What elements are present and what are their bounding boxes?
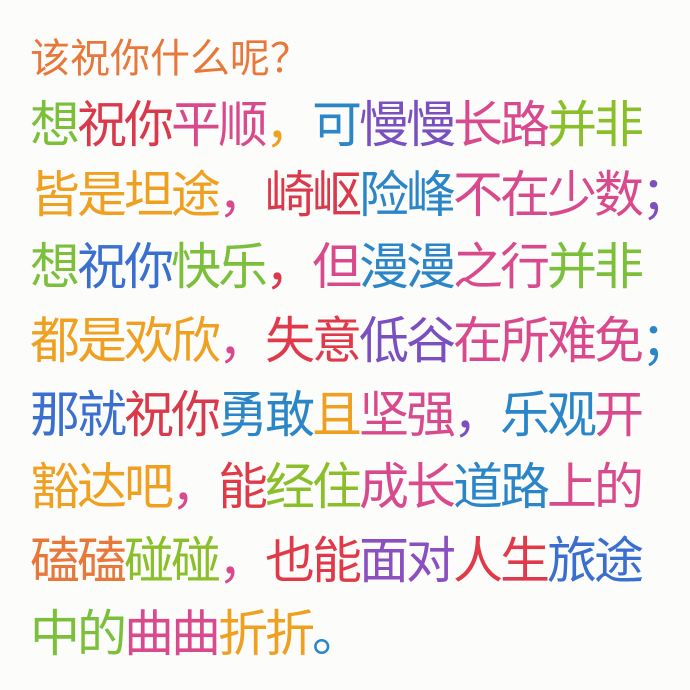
poem-segment: 但 bbox=[312, 238, 362, 296]
poem-line-6: 那就 祝你 勇敢且坚强，乐观开 bbox=[30, 384, 644, 446]
poem-segment: ， bbox=[218, 312, 268, 370]
poem-segment: 上的 bbox=[547, 458, 644, 516]
poem-segment: 险峰 bbox=[359, 166, 456, 224]
poem-segment: 都是欢欣 bbox=[30, 312, 221, 370]
poem-line-5: 都是欢欣，失意 低谷 在所难免； bbox=[30, 310, 690, 372]
poem-segment: 崎岖 bbox=[265, 166, 362, 224]
poem-segment: 祝你 bbox=[77, 238, 174, 296]
poem-segment: 豁达吧 bbox=[30, 458, 174, 516]
poem-segment: 折折 bbox=[218, 605, 315, 663]
poem-segment: 且 bbox=[312, 386, 362, 444]
poem-segment: 失意 bbox=[265, 312, 362, 370]
poem-segment: 祝你 bbox=[77, 96, 174, 154]
poem-segment: 面对 bbox=[359, 532, 456, 590]
poem-line-7: 豁达吧，能经住 成长 道路 上的 bbox=[30, 456, 644, 518]
poem-segment: 该祝你什么呢？ bbox=[30, 36, 310, 82]
poem-segment: 人生 bbox=[453, 532, 550, 590]
poem-segment: 祝你 bbox=[124, 386, 221, 444]
poem-segment: ， bbox=[218, 166, 268, 224]
poem-line-4: 想祝你 快乐，但漫漫 之行 并非 bbox=[30, 236, 644, 298]
poem-segment: 并非 bbox=[547, 96, 644, 154]
poem-segment: 平顺 bbox=[171, 96, 268, 154]
poem-segment: 那就 bbox=[30, 386, 127, 444]
poem-segment: 在所难免 bbox=[453, 312, 644, 370]
poem-segment: 并非 bbox=[547, 238, 644, 296]
poem-segment: 经住 bbox=[265, 458, 362, 516]
poem-segment: 开 bbox=[594, 386, 644, 444]
poem-line-8: 磕磕 碰碰，也能 面对 人生 旅途 bbox=[30, 530, 644, 592]
poem-segment: 成长 bbox=[359, 458, 456, 516]
poem-segment: ， bbox=[453, 386, 503, 444]
poem-segment: 想 bbox=[30, 238, 80, 296]
poem-segment: 道路 bbox=[453, 458, 550, 516]
poem-line-9: 中的 曲曲 折折。 bbox=[30, 603, 362, 665]
poem-segment: 旅途 bbox=[547, 532, 644, 590]
poem-segment: ， bbox=[265, 238, 315, 296]
poem-segment: ； bbox=[641, 166, 690, 224]
poem-segment: 长路 bbox=[453, 96, 550, 154]
poem-segment: 中的 bbox=[30, 605, 127, 663]
poem-segment: 不在少数 bbox=[453, 166, 644, 224]
poem-segment: 可 bbox=[312, 96, 362, 154]
poem-segment: 漫漫 bbox=[359, 238, 456, 296]
poem-segment: ， bbox=[171, 458, 221, 516]
poem-segment: 慢慢 bbox=[359, 96, 456, 154]
poem-line-2: 想祝你 平顺，可慢慢 长路 并非 bbox=[30, 94, 644, 156]
poem-segment: ， bbox=[265, 96, 315, 154]
poem-segment: 曲曲 bbox=[124, 605, 221, 663]
poem-segment: 能 bbox=[218, 458, 268, 516]
poem-segment: 磕磕 bbox=[30, 532, 127, 590]
poem-segment: 乐观 bbox=[500, 386, 597, 444]
poem-segment: 皆是坦途 bbox=[30, 166, 221, 224]
poem-segment: 低谷 bbox=[359, 312, 456, 370]
poem-segment: 快乐 bbox=[171, 238, 268, 296]
poem-segment: 想 bbox=[30, 96, 80, 154]
poem-segment: 碰碰 bbox=[124, 532, 221, 590]
poem-segment: 也能 bbox=[265, 532, 362, 590]
poem-segment: 。 bbox=[312, 605, 362, 663]
poem-segment: ， bbox=[218, 532, 268, 590]
poem-line-1: 该祝你什么呢？ bbox=[30, 28, 310, 90]
poem-segment: 坚强 bbox=[359, 386, 456, 444]
poem-segment: 之行 bbox=[453, 238, 550, 296]
poem-segment: 勇敢 bbox=[218, 386, 315, 444]
poem-line-3: 皆是坦途，崎岖 险峰 不在少数； bbox=[30, 164, 690, 226]
poem-segment: ； bbox=[641, 312, 690, 370]
